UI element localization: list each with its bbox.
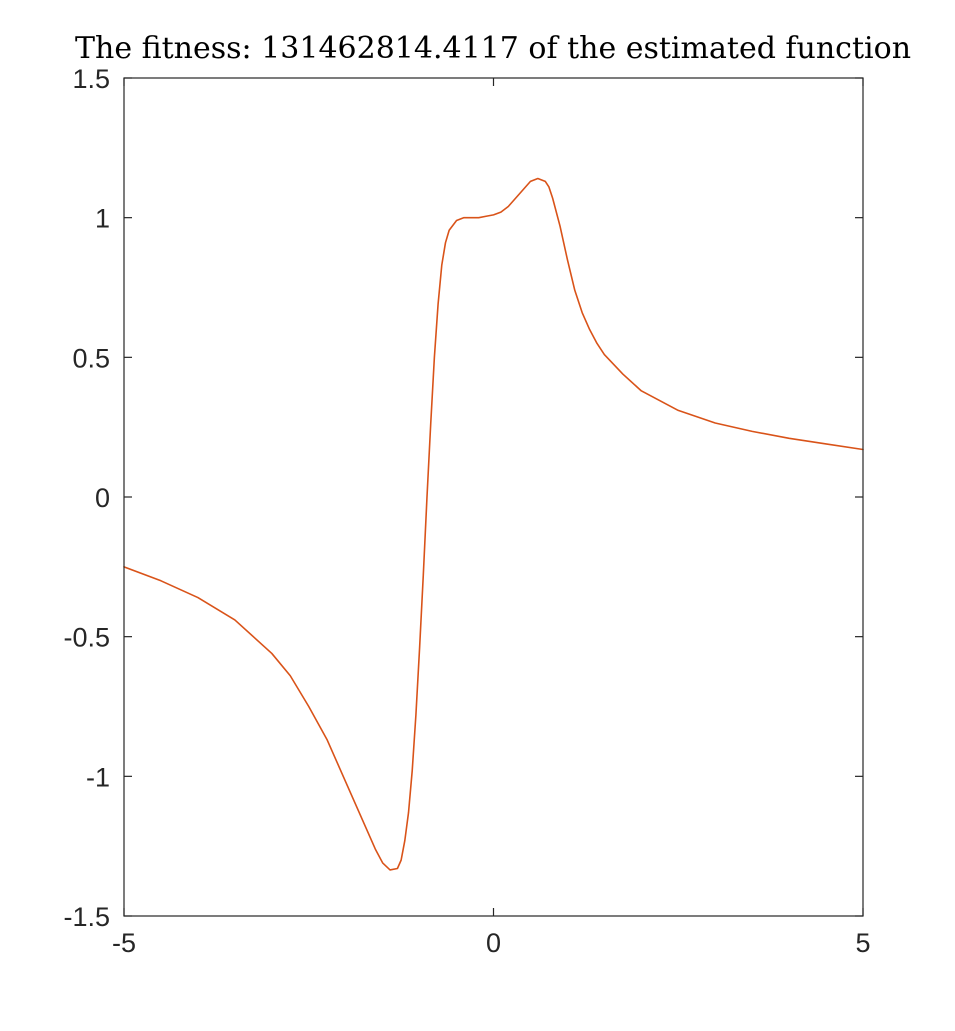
y-tick-label: 0 xyxy=(95,483,110,513)
series-line-1 xyxy=(123,177,864,871)
plot-area: -5 0 5 -1.5 -1 -0.5 0 0.5 1 1.5 xyxy=(63,64,870,958)
x-tick-label: 0 xyxy=(486,928,501,958)
axes-box xyxy=(123,77,864,917)
y-tick-label: -1.5 xyxy=(63,902,110,932)
y-tick-label: 0.5 xyxy=(72,343,110,373)
x-tick-label: 5 xyxy=(855,928,870,958)
y-tick-label: -1 xyxy=(86,762,110,792)
y-tick-label: -0.5 xyxy=(63,623,110,653)
y-tick-label: 1 xyxy=(95,204,110,234)
chart-title: The fitness: 131462814.4117 of the estim… xyxy=(75,31,911,66)
y-tick-label: 1.5 xyxy=(72,64,110,94)
x-tick-label: -5 xyxy=(112,928,136,958)
